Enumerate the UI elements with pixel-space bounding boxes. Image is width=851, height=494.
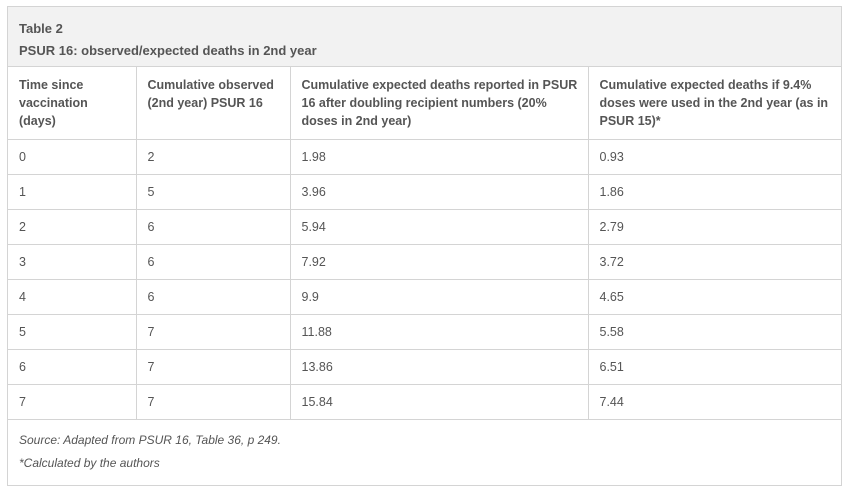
cell-expected-9-4: 1.86: [588, 174, 841, 210]
data-table: Time since vaccination (days) Cumulative…: [8, 67, 841, 420]
table-row: 2 6 5.94 2.79: [8, 209, 841, 245]
table-row: 4 6 9.9 4.65: [8, 279, 841, 315]
cell-expected-psur16: 7.92: [290, 244, 589, 280]
cell-expected-9-4: 0.93: [588, 139, 841, 175]
table-container: Table 2 PSUR 16: observed/expected death…: [7, 6, 842, 486]
cell-expected-psur16: 15.84: [290, 384, 589, 420]
cell-expected-psur16: 13.86: [290, 349, 589, 385]
cell-expected-psur16: 5.94: [290, 209, 589, 245]
cell-expected-psur16: 3.96: [290, 174, 589, 210]
cell-expected-9-4: 4.65: [588, 279, 841, 315]
cell-expected-9-4: 3.72: [588, 244, 841, 280]
cell-days: 0: [8, 139, 137, 175]
table-number: Table 2: [19, 21, 63, 36]
cell-observed: 7: [136, 384, 291, 420]
cell-observed: 7: [136, 314, 291, 350]
header-cumulative-expected-9-4: Cumulative expected deaths if 9.4% doses…: [588, 67, 841, 140]
cell-days: 6: [8, 349, 137, 385]
table-row: 7 7 15.84 7.44: [8, 384, 841, 420]
cell-expected-9-4: 2.79: [588, 209, 841, 245]
cell-expected-psur16: 9.9: [290, 279, 589, 315]
cell-observed: 6: [136, 279, 291, 315]
table-row: 1 5 3.96 1.86: [8, 174, 841, 210]
table-row: 3 6 7.92 3.72: [8, 244, 841, 280]
cell-days: 1: [8, 174, 137, 210]
source-note: Source: Adapted from PSUR 16, Table 36, …: [19, 432, 281, 447]
cell-days: 2: [8, 209, 137, 245]
table-notes: Source: Adapted from PSUR 16, Table 36, …: [8, 420, 841, 471]
cell-observed: 6: [136, 244, 291, 280]
table-caption: Table 2 PSUR 16: observed/expected death…: [8, 7, 841, 67]
cell-days: 3: [8, 244, 137, 280]
cell-observed: 6: [136, 209, 291, 245]
header-time-since-vaccination: Time since vaccination (days): [8, 67, 137, 140]
header-row: Time since vaccination (days) Cumulative…: [8, 67, 841, 140]
cell-days: 4: [8, 279, 137, 315]
cell-observed: 2: [136, 139, 291, 175]
header-cumulative-expected-psur16: Cumulative expected deaths reported in P…: [290, 67, 589, 140]
cell-expected-psur16: 11.88: [290, 314, 589, 350]
cell-observed: 5: [136, 174, 291, 210]
cell-days: 7: [8, 384, 137, 420]
table-row: 6 7 13.86 6.51: [8, 349, 841, 385]
cell-days: 5: [8, 314, 137, 350]
table-title: PSUR 16: observed/expected deaths in 2nd…: [19, 43, 317, 58]
cell-expected-psur16: 1.98: [290, 139, 589, 175]
cell-expected-9-4: 6.51: [588, 349, 841, 385]
cell-observed: 7: [136, 349, 291, 385]
table-row: 5 7 11.88 5.58: [8, 314, 841, 350]
table-row: 0 2 1.98 0.93: [8, 139, 841, 175]
cell-expected-9-4: 5.58: [588, 314, 841, 350]
cell-expected-9-4: 7.44: [588, 384, 841, 420]
header-cumulative-observed: Cumulative observed (2nd year) PSUR 16: [136, 67, 291, 140]
footnote: *Calculated by the authors: [19, 455, 160, 470]
